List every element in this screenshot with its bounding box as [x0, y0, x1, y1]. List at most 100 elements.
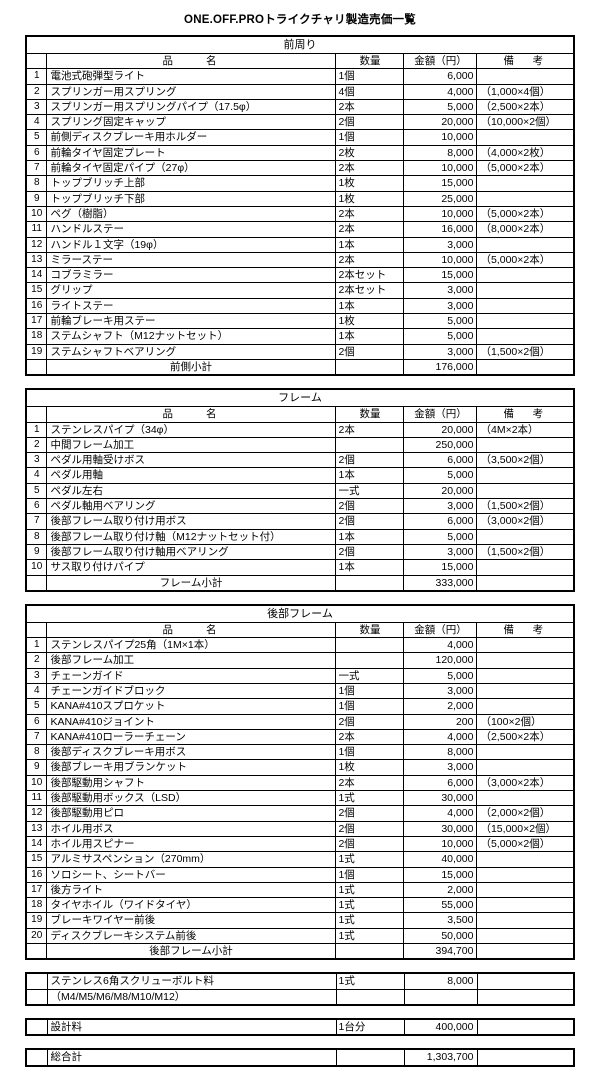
row-remark — [476, 943, 575, 960]
row-amount: 200 — [403, 713, 478, 730]
row-index: 18 — [25, 328, 48, 345]
col-header-name: 品 名 — [46, 621, 337, 639]
table-row: 9 後部ブレーキ用ブランケット 1枚 3,000 — [25, 759, 575, 776]
row-amount: 6,000 — [403, 452, 478, 469]
row-remark — [476, 236, 575, 253]
row-item-name: アルミサスペンション（270mm） — [46, 851, 337, 868]
row-remark — [476, 282, 575, 299]
row-quantity: 2本 — [335, 728, 405, 746]
row-amount: 5,000 — [403, 667, 478, 684]
row-item-name: ソロシート、シートバー — [46, 866, 337, 883]
section-gap — [0, 1006, 600, 1018]
column-header-row: 品 名数量 金額（円）備 考 — [25, 52, 575, 70]
table-row: 16 ソロシート、シートバー 1個 15,000 — [25, 866, 575, 883]
row-remark: （3,000×2本） — [476, 774, 575, 792]
row-remark: （4,000×2枚） — [476, 144, 575, 162]
row-amount: 6,000 — [403, 774, 478, 792]
row-item-name: チェーンガイドブロック — [46, 682, 337, 700]
row-quantity: 1式 — [335, 972, 405, 990]
row-quantity: 1本 — [335, 528, 405, 545]
row-item-name: 後部駆動用ボックス（LSD） — [46, 790, 337, 807]
row-amount: 3,000 — [403, 682, 478, 700]
row-index: 3 — [25, 452, 48, 469]
row-index — [25, 1018, 48, 1036]
row-item-name: ペグ（樹脂） — [46, 205, 337, 223]
row-quantity: 1枚 — [335, 313, 405, 330]
row-amount: 15,000 — [403, 866, 478, 883]
row-amount: 333,000 — [403, 574, 478, 592]
table-row: 10 ペグ（樹脂） 2本 10,000 （5,000×2本） — [25, 205, 575, 223]
col-header-index — [25, 52, 48, 70]
row-index: 12 — [25, 236, 48, 253]
row-remark — [476, 927, 575, 945]
row-index: 3 — [25, 98, 48, 116]
row-amount: 4,000 — [403, 728, 478, 746]
row-remark — [476, 912, 575, 929]
row-amount: 5,000 — [403, 328, 478, 345]
row-quantity: 2個 — [335, 835, 405, 853]
row-item-name: チェーンガイド — [46, 667, 337, 684]
row-item-name: サス取り付けパイプ — [46, 559, 337, 576]
row-item-name: （M4/M5/M6/M8/M10/M12） — [46, 988, 337, 1006]
row-item-name: 後部フレーム取り付け軸用ベアリング — [46, 543, 337, 561]
row-amount: 2,000 — [403, 698, 478, 715]
row-item-name: 後部駆動用シャフト — [46, 774, 337, 792]
row-quantity: 1台分 — [335, 1018, 405, 1036]
row-amount: 2,000 — [403, 881, 478, 899]
row-index: 13 — [25, 251, 48, 269]
table-row: 5 KANA#410スプロケット 1個 2,000 — [25, 698, 575, 715]
row-quantity: 1本 — [335, 297, 405, 315]
row-quantity — [335, 436, 405, 454]
section-table: 後部フレーム品 名数量 金額（円）備 考 1 ステンレスパイプ25角（1M×1本） 4,… — [24, 603, 576, 961]
row-quantity: 2個 — [335, 543, 405, 561]
row-amount: 3,000 — [403, 759, 478, 776]
table-row: 13 ホイル用ボス 2個 30,000 （15,000×2個） — [25, 820, 575, 837]
row-amount: 10,000 — [403, 129, 478, 146]
row-item-name: ステムシャフトベアリング — [46, 343, 337, 360]
col-header-quantity: 数量 — [335, 52, 405, 70]
row-index: 13 — [25, 820, 48, 837]
row-item-name: 電池式砲弾型ライト — [46, 68, 337, 85]
table-row: 17 後方ライト 1式 2,000 — [25, 881, 575, 899]
row-remark — [476, 851, 575, 868]
row-quantity: 一式 — [335, 482, 405, 500]
row-item-name: 後部フレーム小計 — [46, 943, 337, 960]
row-amount: 3,000 — [403, 498, 478, 515]
table-row: 5 ペダル左右 一式 20,000 — [25, 482, 575, 500]
row-item-name: 前輪ブレーキ用ステー — [46, 313, 337, 330]
row-item-name: ステンレスパイプ（34φ） — [46, 421, 337, 438]
row-item-name: 後部駆動用ピロ — [46, 805, 337, 822]
row-quantity — [335, 358, 405, 376]
section-heading-row: 前周り — [25, 35, 575, 54]
row-index: 5 — [25, 482, 48, 500]
row-item-name: KANA#410ローラーチェーン — [46, 728, 337, 746]
row-index: 4 — [25, 114, 48, 131]
row-remark — [476, 637, 575, 654]
row-remark — [476, 297, 575, 315]
col-header-remark: 備 考 — [476, 406, 575, 423]
table-row: 11 ハンドルステー 2本 16,000 （8,000×2本） — [25, 221, 575, 238]
row-index: 1 — [25, 421, 48, 438]
row-remark — [476, 436, 575, 454]
row-amount: 1,303,700 — [403, 1048, 478, 1067]
row-amount: 30,000 — [403, 790, 478, 807]
row-amount: 8,000 — [403, 744, 478, 761]
row-quantity: 2本セット — [335, 267, 405, 284]
table-row: 2 後部フレーム加工 120,000 — [25, 652, 575, 669]
row-item-name: 前側小計 — [46, 358, 337, 376]
section-gap — [0, 592, 600, 604]
table-row: 16 ライトステー 1本 3,000 — [25, 297, 575, 315]
table-row: 6 前輪タイヤ固定プレート 2枚 8,000 （4,000×2枚） — [25, 144, 575, 162]
row-quantity: 2枚 — [335, 144, 405, 162]
table-row: 8 後部ディスクブレーキ用ボス 1個 8,000 — [25, 744, 575, 761]
col-header-index — [25, 406, 48, 423]
row-quantity — [335, 637, 405, 654]
row-item-name: KANA#410ジョイント — [46, 713, 337, 730]
table-row: 7 KANA#410ローラーチェーン 2本 4,000 （2,500×2本） — [25, 728, 575, 746]
table-row: 5 前側ディスクブレーキ用ホルダー 1個 10,000 — [25, 129, 575, 146]
row-amount: 3,000 — [403, 282, 478, 299]
row-item-name: スプリンガー用スプリングパイプ（17.5φ） — [46, 98, 337, 116]
section-heading-row: 後部フレーム — [25, 604, 575, 623]
table-row: 4 スプリング固定キャップ 2個 20,000 （10,000×2個） — [25, 114, 575, 131]
row-amount: 30,000 — [403, 820, 478, 837]
